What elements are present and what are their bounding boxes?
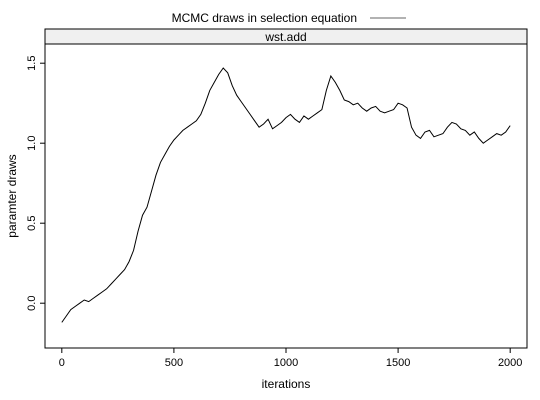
panel-strip: wst.add — [45, 29, 527, 44]
x-tick-label: 0 — [59, 357, 65, 369]
strip-label: wst.add — [264, 30, 306, 44]
x-tick-label: 500 — [165, 357, 183, 369]
y-tick-label: 1.0 — [26, 136, 38, 151]
x-tick-label: 1000 — [274, 357, 298, 369]
y-tick-label: 1.5 — [26, 56, 38, 71]
y-tick-label: 0.5 — [26, 216, 38, 231]
y-axis-label: paramter draws — [5, 154, 19, 237]
x-tick-label: 1500 — [386, 357, 410, 369]
x-axis-label: iterations — [262, 377, 311, 391]
x-tick-label: 2000 — [498, 357, 522, 369]
y-tick-label: 0.0 — [26, 296, 38, 311]
legend-label: MCMC draws in selection equation — [172, 11, 357, 25]
